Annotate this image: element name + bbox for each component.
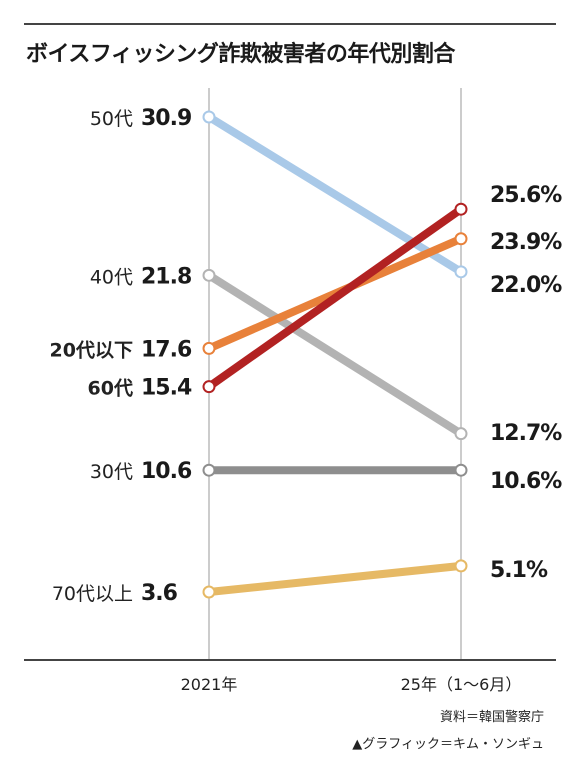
chart-title: ボイスフィッシング詐欺被害者の年代別割合 bbox=[26, 42, 455, 67]
series-1-point-2025 bbox=[454, 427, 468, 441]
series-1-name-label: 40代 bbox=[90, 266, 133, 288]
series-2-point-2025 bbox=[454, 232, 468, 246]
series-0-point-2021 bbox=[202, 110, 216, 124]
top-rule bbox=[24, 23, 556, 25]
series-5-end-value: 5.1% bbox=[490, 558, 548, 583]
series-4-end-value: 10.6% bbox=[490, 469, 562, 494]
series-4-start-value: 10.6 bbox=[141, 459, 192, 484]
series-2-name-label: 20代以下 bbox=[50, 339, 133, 361]
series-3-point-2025 bbox=[454, 202, 468, 216]
series-0-start-value: 30.9 bbox=[141, 106, 191, 131]
series-5-point-2025 bbox=[454, 559, 468, 573]
series-4-point-2025 bbox=[454, 463, 468, 477]
x-tick-label-2021: 2021年 bbox=[181, 675, 238, 694]
series-5-name-label: 70代以上 bbox=[52, 583, 133, 605]
series-0-point-2025 bbox=[454, 265, 468, 279]
series-1-line bbox=[206, 271, 464, 438]
series-3-point-2021 bbox=[202, 380, 216, 394]
graphic-credit: ▲グラフィック＝キム・ソンギュ bbox=[352, 737, 544, 752]
series-2-point-2021 bbox=[202, 341, 216, 355]
series-0-line bbox=[206, 113, 464, 276]
series-1-end-value: 12.7% bbox=[490, 421, 562, 446]
series-2-start-value: 17.6 bbox=[141, 337, 192, 362]
series-2-end-value: 23.9% bbox=[490, 230, 562, 255]
series-5-line bbox=[208, 561, 462, 596]
series-1-point-2021 bbox=[202, 268, 216, 282]
series-3-line bbox=[206, 205, 464, 390]
source-note: 資料＝韓国警察庁 bbox=[439, 710, 544, 725]
series-0-name-label: 50代 bbox=[90, 108, 133, 130]
series-3-start-value: 15.4 bbox=[141, 376, 192, 401]
series-4-name-label: 30代 bbox=[90, 461, 133, 483]
series-4-point-2021 bbox=[202, 463, 216, 477]
series-0-end-value: 22.0% bbox=[490, 273, 562, 298]
series-5-start-value: 3.6 bbox=[141, 581, 178, 606]
series-3-name-label: 60代 bbox=[88, 378, 133, 400]
x-tick-label-2025: 25年（1～6月） bbox=[401, 675, 522, 694]
series-1-start-value: 21.8 bbox=[141, 264, 191, 289]
series-5-point-2021 bbox=[202, 585, 216, 599]
series-3-end-value: 25.6% bbox=[490, 183, 562, 208]
